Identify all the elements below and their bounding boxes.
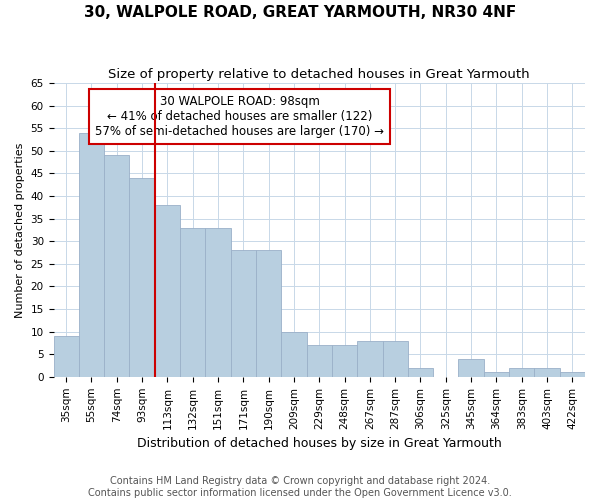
Bar xyxy=(79,133,104,377)
Text: Contains HM Land Registry data © Crown copyright and database right 2024.
Contai: Contains HM Land Registry data © Crown c… xyxy=(88,476,512,498)
Bar xyxy=(408,368,433,377)
Text: 30 WALPOLE ROAD: 98sqm
← 41% of detached houses are smaller (122)
57% of semi-de: 30 WALPOLE ROAD: 98sqm ← 41% of detached… xyxy=(95,95,384,138)
Title: Size of property relative to detached houses in Great Yarmouth: Size of property relative to detached ho… xyxy=(109,68,530,80)
Bar xyxy=(535,368,560,377)
Bar xyxy=(509,368,535,377)
Bar xyxy=(205,228,230,377)
Bar xyxy=(307,345,332,377)
Bar xyxy=(458,358,484,377)
X-axis label: Distribution of detached houses by size in Great Yarmouth: Distribution of detached houses by size … xyxy=(137,437,502,450)
Bar xyxy=(130,178,155,377)
Bar xyxy=(357,340,383,377)
Bar xyxy=(180,228,205,377)
Bar xyxy=(383,340,408,377)
Y-axis label: Number of detached properties: Number of detached properties xyxy=(15,142,25,318)
Bar xyxy=(256,250,281,377)
Text: 30, WALPOLE ROAD, GREAT YARMOUTH, NR30 4NF: 30, WALPOLE ROAD, GREAT YARMOUTH, NR30 4… xyxy=(84,5,516,20)
Bar xyxy=(560,372,585,377)
Bar xyxy=(155,205,180,377)
Bar xyxy=(230,250,256,377)
Bar xyxy=(53,336,79,377)
Bar xyxy=(281,332,307,377)
Bar xyxy=(484,372,509,377)
Bar xyxy=(332,345,357,377)
Bar xyxy=(104,156,130,377)
